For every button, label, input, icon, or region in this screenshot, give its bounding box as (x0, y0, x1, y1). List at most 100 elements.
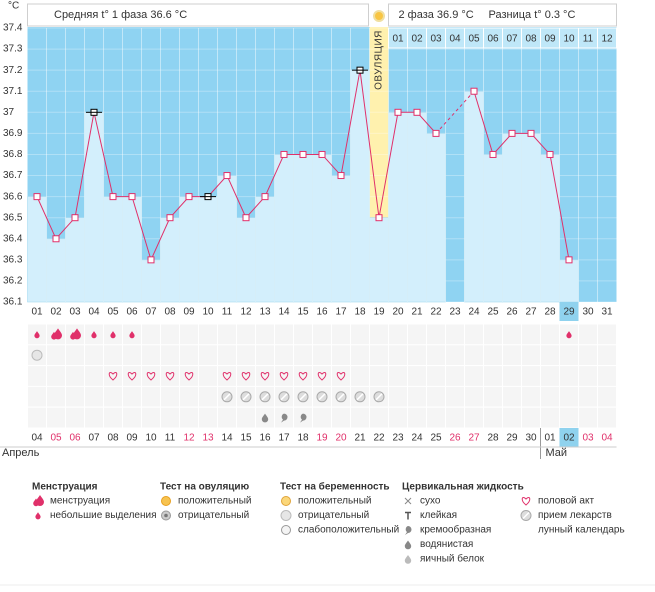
cycle-day: 07 (145, 307, 157, 318)
symbol-cell (369, 323, 389, 346)
symbol-cell (274, 365, 294, 387)
day-symbol (108, 372, 118, 381)
date: 22 (373, 433, 385, 444)
symbol-cell (122, 365, 142, 387)
symbol-cell (483, 344, 503, 367)
date: 12 (183, 433, 195, 444)
heart (279, 372, 289, 381)
cycle-day: 19 (373, 307, 385, 318)
symbol-cell (312, 406, 332, 429)
phase2-day: 05 (468, 34, 480, 45)
symbol-cell (350, 344, 370, 367)
symbol-cell (236, 406, 256, 429)
day-symbol (373, 391, 385, 403)
symbol-cell (578, 344, 598, 367)
legend-label: положительный (178, 496, 251, 507)
y-tick-label: 36.5 (3, 212, 23, 223)
symbol-cell (293, 323, 313, 346)
day-symbol (91, 331, 97, 339)
temperature-marker (565, 256, 573, 264)
symbol-cell (236, 365, 256, 387)
legend-icon (521, 497, 531, 506)
temperature-bar (540, 154, 560, 303)
cycle-day: 13 (259, 307, 271, 318)
date: 29 (506, 433, 518, 444)
month-label: Апрель (2, 447, 40, 459)
symbol-cell (27, 365, 47, 387)
temperature-bar (369, 217, 389, 303)
temperature-marker (71, 214, 79, 222)
date: 18 (297, 433, 309, 444)
symbol-cell (483, 406, 503, 429)
legend-title: Тест на овуляцию (160, 482, 250, 493)
temperature-bar (46, 238, 66, 303)
y-tick-label: 36.7 (3, 170, 23, 181)
temperature-bar (293, 154, 313, 303)
day-symbol (278, 391, 290, 403)
date: 06 (69, 433, 81, 444)
date: 13 (202, 433, 214, 444)
symbol-cell (407, 406, 427, 429)
symbol-cell (122, 385, 142, 408)
legend-icon (281, 496, 291, 506)
legend-title: Цервикальная жидкость (402, 482, 524, 493)
symbol-cell (483, 365, 503, 387)
symbol-cell (407, 323, 427, 346)
symbol-cell (293, 365, 313, 387)
heart (146, 372, 156, 381)
y-tick-label: 37.4 (3, 23, 23, 34)
heart (108, 372, 118, 381)
day-symbol (241, 372, 251, 381)
symbol-cell (160, 344, 180, 367)
symbol-cell (46, 365, 66, 387)
temperature-marker (413, 108, 421, 116)
symbol-cell (103, 365, 123, 387)
phase2-day: 10 (563, 34, 575, 45)
pill-line (223, 393, 231, 401)
temperature-bar (160, 217, 180, 303)
symbol-cell (160, 365, 180, 387)
symbol-cell (141, 365, 161, 387)
symbol-cell (27, 406, 47, 429)
day-symbol (34, 331, 40, 339)
symbol-cell (597, 385, 617, 408)
symbol-cell (502, 406, 522, 429)
pill-line (299, 393, 307, 401)
temperature-bar (141, 259, 161, 303)
phase2-day: 03 (430, 34, 442, 45)
symbol-cell (141, 323, 161, 346)
phase2-day: 01 (392, 34, 404, 45)
symbol-cell (198, 365, 218, 387)
cycle-day: 21 (411, 307, 423, 318)
temperature-bar (179, 196, 199, 303)
temperature-marker (375, 214, 383, 222)
date: 26 (449, 433, 461, 444)
legend-icon (520, 510, 532, 521)
heart (241, 372, 251, 381)
day-symbol (260, 372, 270, 381)
legend-label: половой акт (538, 496, 594, 507)
cycle-day: 14 (278, 307, 290, 318)
temperature-marker (470, 87, 478, 95)
symbol-cell (559, 365, 579, 387)
symbol-cell (502, 365, 522, 387)
date: 01 (544, 433, 556, 444)
cycle-day: 03 (69, 307, 81, 318)
symbol-cell (483, 323, 503, 346)
symbol-cell (369, 344, 389, 367)
day-symbol (317, 372, 327, 381)
cycle-day: 17 (335, 307, 347, 318)
date: 28 (487, 433, 499, 444)
day-symbol (336, 372, 346, 381)
symbol-cell (521, 344, 541, 367)
symbol-cell (521, 365, 541, 387)
day-symbol (259, 391, 271, 403)
heart (222, 372, 232, 381)
creamy (281, 413, 288, 423)
day-symbol (221, 391, 233, 403)
cycle-day: 15 (297, 307, 309, 318)
symbol-cell (179, 385, 199, 408)
symbol-cell (521, 323, 541, 346)
symbol-cell (559, 344, 579, 367)
symbol-cell (426, 365, 446, 387)
